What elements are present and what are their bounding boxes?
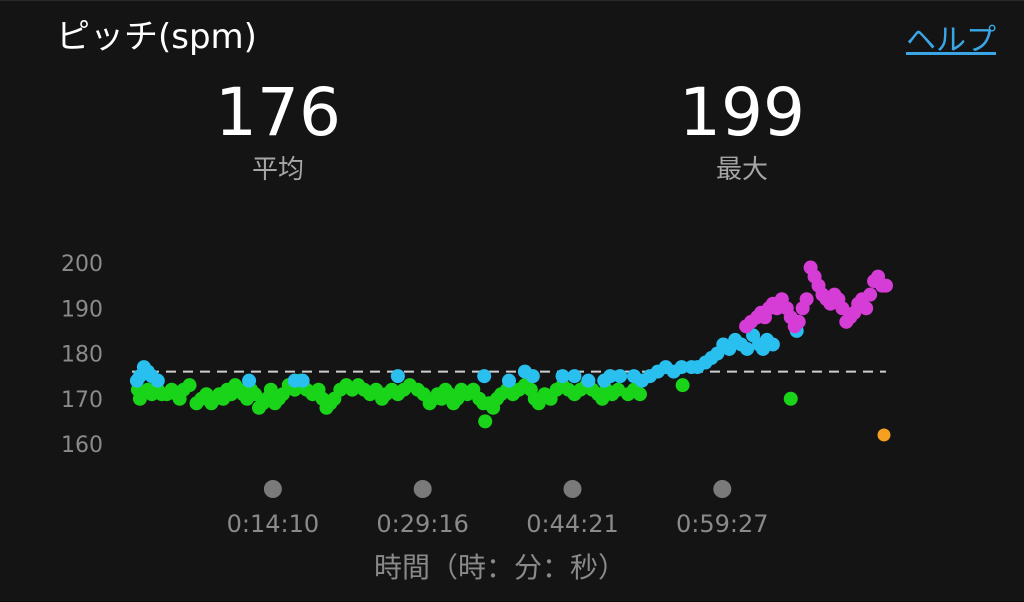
x-tick-marker <box>413 480 432 498</box>
average-stat: 176 平均 <box>158 79 398 186</box>
data-point-blue <box>295 373 310 388</box>
data-point-blue <box>150 373 165 388</box>
data-point-blue <box>581 373 596 388</box>
y-tick-label: 170 <box>61 388 103 413</box>
data-point-green <box>675 378 690 393</box>
data-point-magenta <box>863 287 878 302</box>
data-point-blue <box>613 369 628 384</box>
data-points <box>129 260 893 442</box>
x-axis-label: 時間（時：分：秒） <box>373 551 626 584</box>
x-tick-label: 0:29:16 <box>376 510 469 538</box>
data-point-green <box>132 391 147 406</box>
data-point-blue <box>740 341 755 356</box>
data-point-blue <box>674 360 689 375</box>
data-point-blue <box>567 369 582 384</box>
data-point-green <box>783 391 798 406</box>
max-label: 最大 <box>715 155 768 185</box>
data-point-blue <box>603 369 618 384</box>
data-point-blue <box>390 369 405 384</box>
x-tick-marker <box>563 480 582 498</box>
x-tick-marker <box>263 480 282 498</box>
y-tick-label: 200 <box>61 252 103 277</box>
x-axis: 0:14:10 0:29:16 0:44:21 0:59:27 <box>227 480 769 538</box>
chart-title: ピッチ(spm) <box>56 17 257 57</box>
data-point-green <box>632 387 647 402</box>
data-point-blue <box>477 369 492 384</box>
data-point-magenta <box>799 292 814 307</box>
x-tick-label: 0:59:27 <box>676 510 769 538</box>
data-point-green <box>182 378 197 393</box>
data-point-blue <box>502 373 516 388</box>
y-axis: 200 190 180 170 160 <box>61 252 103 458</box>
max-stat: 199 最大 <box>622 79 862 186</box>
y-tick-label: 180 <box>61 343 103 368</box>
y-tick-label: 160 <box>61 433 103 458</box>
data-point-blue <box>765 337 780 352</box>
data-point-blue <box>525 369 540 384</box>
data-point-green <box>478 414 493 429</box>
data-point-magenta <box>859 301 874 316</box>
data-point-magenta <box>879 278 893 293</box>
x-tick-label: 0:14:10 <box>227 510 320 538</box>
data-point-magenta <box>791 314 806 329</box>
data-point-blue <box>555 369 570 384</box>
data-point-green <box>248 387 263 402</box>
x-tick-label: 0:44:21 <box>526 510 619 538</box>
average-label: 平均 <box>251 155 304 185</box>
data-point-magenta <box>835 301 850 316</box>
max-value: 199 <box>679 74 805 151</box>
data-point-blue <box>242 373 257 388</box>
y-tick-label: 190 <box>61 297 103 322</box>
help-link[interactable]: ヘルプ <box>906 23 996 58</box>
data-point-green <box>263 382 278 397</box>
data-point-orange <box>877 428 891 442</box>
x-tick-marker <box>713 480 732 498</box>
average-value: 176 <box>215 74 341 151</box>
